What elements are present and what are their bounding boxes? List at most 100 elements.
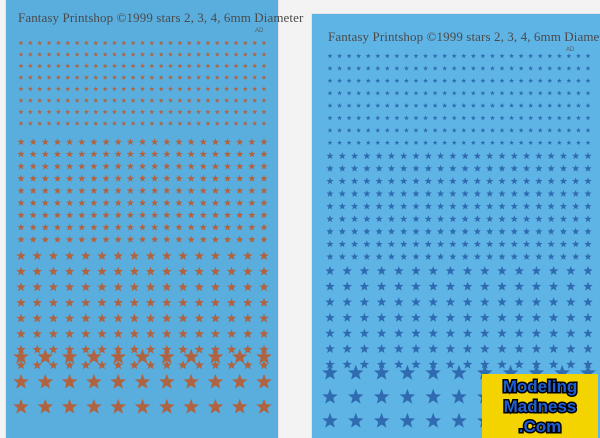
star-icon [373, 364, 390, 380]
star-icon [518, 103, 524, 108]
star-icon [412, 177, 420, 185]
star-icon [187, 199, 195, 207]
star-icon [509, 140, 515, 145]
star-icon [531, 312, 542, 322]
star-icon [18, 120, 24, 126]
star-icon [223, 162, 232, 170]
star-icon [178, 266, 188, 276]
star-icon [114, 150, 122, 158]
star-icon [480, 328, 490, 338]
star-icon [194, 266, 204, 276]
star-icon [531, 328, 542, 338]
star-icon [163, 174, 171, 182]
star-icon [27, 86, 33, 92]
star-icon [138, 162, 147, 170]
star-icon [252, 74, 258, 80]
star-icon [162, 313, 172, 323]
star-icon [205, 109, 211, 115]
star-icon [531, 344, 542, 354]
star-icon [48, 360, 59, 370]
star-icon [226, 313, 237, 323]
star-icon [233, 86, 239, 92]
star-icon [243, 282, 253, 292]
star-icon [547, 103, 553, 108]
star-icon [547, 177, 555, 185]
star-icon [559, 202, 568, 210]
star-icon [399, 388, 416, 404]
star-icon [211, 199, 220, 207]
star-icon [252, 40, 258, 46]
star-icon [583, 359, 593, 369]
star-icon [41, 187, 49, 194]
star-icon [149, 40, 155, 46]
star-icon [65, 162, 74, 170]
star-icon [48, 313, 59, 323]
star-icon [233, 40, 239, 46]
star-icon [480, 312, 490, 322]
star-icon [575, 140, 581, 145]
star-icon [13, 348, 29, 364]
star-icon [53, 199, 62, 207]
star-icon [363, 152, 371, 160]
star-icon [236, 162, 244, 170]
star-icon [473, 164, 482, 172]
star-icon [226, 266, 237, 276]
star-icon [243, 297, 253, 307]
star-icon [256, 348, 272, 364]
star-icon [572, 227, 580, 235]
star-icon [584, 177, 592, 185]
star-icon [470, 65, 476, 71]
star-icon [17, 174, 25, 182]
star-icon [528, 53, 534, 59]
star-icon [41, 223, 49, 231]
star-icon [149, 109, 155, 115]
star-icon [547, 227, 555, 235]
star-icon [199, 235, 207, 243]
star-icon [480, 359, 490, 369]
star-icon [18, 40, 24, 46]
star-icon [346, 53, 352, 59]
star-icon [242, 51, 248, 57]
star-icon [17, 199, 25, 207]
star-icon [102, 120, 108, 126]
star-icon [566, 115, 572, 121]
star-icon [510, 215, 518, 223]
star-icon [177, 51, 183, 57]
star-icon [83, 97, 89, 103]
star-icon [199, 199, 207, 207]
star-icon [110, 373, 126, 389]
star-icon [359, 281, 370, 291]
star-icon [423, 127, 429, 133]
star-icon [423, 53, 429, 59]
star-icon [145, 329, 156, 339]
star-icon [207, 398, 224, 414]
star-icon [236, 138, 244, 146]
star-icon [373, 388, 390, 404]
star-icon [214, 74, 220, 80]
star-icon [522, 227, 531, 235]
star-icon [566, 53, 572, 59]
star-icon [90, 211, 98, 219]
star-icon [547, 140, 553, 145]
star-icon [111, 51, 117, 57]
star-icon [159, 398, 175, 414]
star-icon [18, 109, 24, 115]
star-icon [461, 190, 469, 197]
star-icon [86, 348, 102, 364]
star-icon [175, 138, 183, 146]
star-icon [326, 152, 334, 160]
star-icon [547, 65, 553, 71]
star-icon [27, 51, 33, 57]
star-icon [37, 63, 43, 69]
star-icon [486, 253, 494, 260]
star-icon [583, 344, 593, 354]
star-icon [149, 51, 155, 57]
star-icon [114, 223, 122, 231]
star-icon [186, 109, 192, 115]
star-icon [211, 138, 220, 146]
star-icon [226, 251, 237, 261]
star-icon [205, 51, 211, 57]
star-icon [226, 344, 237, 354]
star-icon [126, 187, 134, 194]
star-icon [547, 78, 553, 83]
